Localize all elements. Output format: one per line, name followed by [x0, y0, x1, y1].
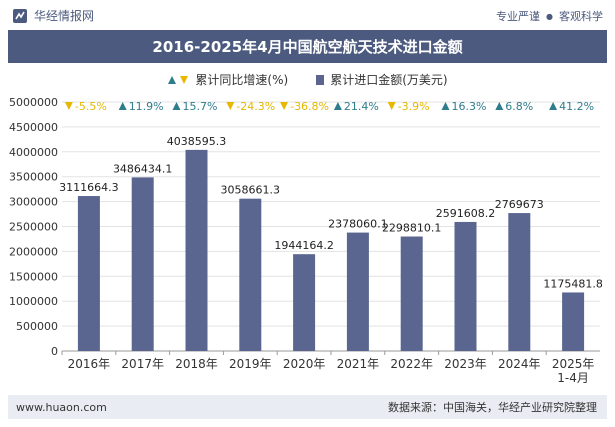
bar — [131, 177, 154, 351]
bar — [185, 149, 208, 351]
footer-url[interactable]: www.huaon.com — [16, 400, 107, 414]
bar — [77, 196, 100, 351]
x-category-label: 2021年 — [337, 357, 380, 371]
growth-label: 15.7% — [183, 100, 218, 113]
y-tick-label: 3500000 — [9, 171, 58, 184]
y-tick-label: 4000000 — [9, 146, 58, 159]
brand: 华经情报网 — [12, 7, 94, 24]
x-category-label: 2018年 — [175, 357, 218, 371]
x-category-label: 2020年 — [283, 357, 326, 371]
growth-down-marker — [64, 102, 73, 110]
bar-value-label: 2378060.1 — [328, 218, 388, 231]
footer-bar: www.huaon.com 数据来源：中国海关，华经产业研究院整理 — [8, 395, 607, 419]
x-category-label: 2016年 — [68, 357, 111, 371]
slogan-b: 客观科学 — [559, 10, 603, 23]
y-tick-label: 1000000 — [9, 295, 58, 308]
growth-label: 16.3% — [452, 100, 487, 113]
growth-label: -5.5% — [75, 100, 107, 113]
growth-up-marker — [549, 102, 558, 110]
bar-value-label: 2298810.1 — [382, 222, 442, 235]
bar-value-label: 1175481.8 — [543, 277, 603, 290]
bar-value-label: 2591608.2 — [436, 207, 496, 220]
y-tick-label: 2000000 — [9, 245, 58, 258]
footer-source: 数据来源：中国海关，华经产业研究院整理 — [388, 401, 597, 414]
growth-label: 41.2% — [559, 100, 594, 113]
y-tick-label: 500000 — [16, 320, 58, 333]
growth-label: 11.9% — [129, 100, 164, 113]
growth-label: 6.8% — [505, 100, 533, 113]
chart-title-bar: 2016-2025年4月中国航空航天技术进口金额 — [8, 30, 607, 63]
chart-title: 2016-2025年4月中国航空航天技术进口金额 — [152, 38, 463, 56]
y-tick-label: 4500000 — [9, 121, 58, 134]
y-tick-label: 3000000 — [9, 196, 58, 209]
bar-value-label: 4038595.3 — [167, 135, 227, 148]
x-category-label: 2019年 — [229, 357, 272, 371]
huajing-logo-icon — [12, 8, 28, 24]
bar — [346, 232, 369, 351]
legend-amount-icon — [316, 74, 325, 85]
bar-chart: 0 500000 1000000 1500000 2000000 2500000 30000… — [9, 96, 603, 385]
legend-item-growth: 累计同比增速(%) — [167, 71, 288, 88]
growth-up-marker — [495, 102, 504, 110]
x-category-label: 2022年 — [390, 357, 433, 371]
growth-label: 21.4% — [344, 100, 379, 113]
bar-value-label: 3058661.3 — [221, 184, 281, 197]
bar — [562, 292, 585, 351]
bar — [293, 254, 316, 351]
y-tick-label: 1500000 — [9, 270, 58, 283]
growth-up-marker — [118, 102, 127, 110]
x-category-label: 2024年 — [498, 357, 541, 371]
bar — [239, 198, 262, 351]
growth-down-marker — [387, 102, 396, 110]
legend-amount-label: 累计进口金额(万美元) — [330, 73, 448, 87]
bar — [400, 236, 423, 351]
slogan-separator: ● — [546, 11, 553, 21]
bar-value-label: 3111664.3 — [59, 181, 119, 194]
legend-growth-label: 累计同比增速(%) — [195, 73, 289, 87]
y-tick-label: 2500000 — [9, 221, 58, 234]
growth-down-marker — [226, 102, 235, 110]
growth-label: -24.3% — [236, 100, 275, 113]
y-tick-label: 0 — [51, 345, 58, 358]
growth-up-marker — [333, 102, 342, 110]
legend-growth-icon — [168, 75, 189, 84]
bar — [508, 213, 531, 351]
x-category-label: 2025年 — [552, 357, 595, 371]
slogan: 专业严谨 ● 客观科学 — [496, 8, 603, 24]
growth-down-marker — [280, 102, 289, 110]
x-category-label: 2017年 — [121, 357, 164, 371]
x-category-label: 2023年 — [444, 357, 487, 371]
legend-item-amount: 累计进口金额(万美元) — [314, 71, 448, 88]
growth-up-marker — [172, 102, 181, 110]
bar-value-label: 1944164.2 — [274, 239, 334, 252]
y-tick-label: 5000000 — [9, 96, 58, 109]
x-category-label: 1-4月 — [557, 371, 589, 385]
slogan-a: 专业严谨 — [496, 10, 541, 23]
growth-label: -3.9% — [398, 100, 430, 113]
brand-name: 华经情报网 — [34, 9, 95, 23]
bar — [454, 221, 477, 351]
top-bar: 华经情报网 专业严谨 ● 客观科学 — [0, 0, 615, 30]
legend: 累计同比增速(%) 累计进口金额(万美元) — [0, 71, 615, 88]
growth-label: -36.8% — [290, 100, 329, 113]
bar-value-label: 2769673 — [495, 198, 544, 211]
growth-up-marker — [441, 102, 450, 110]
bar-value-label: 3486434.1 — [113, 162, 173, 175]
